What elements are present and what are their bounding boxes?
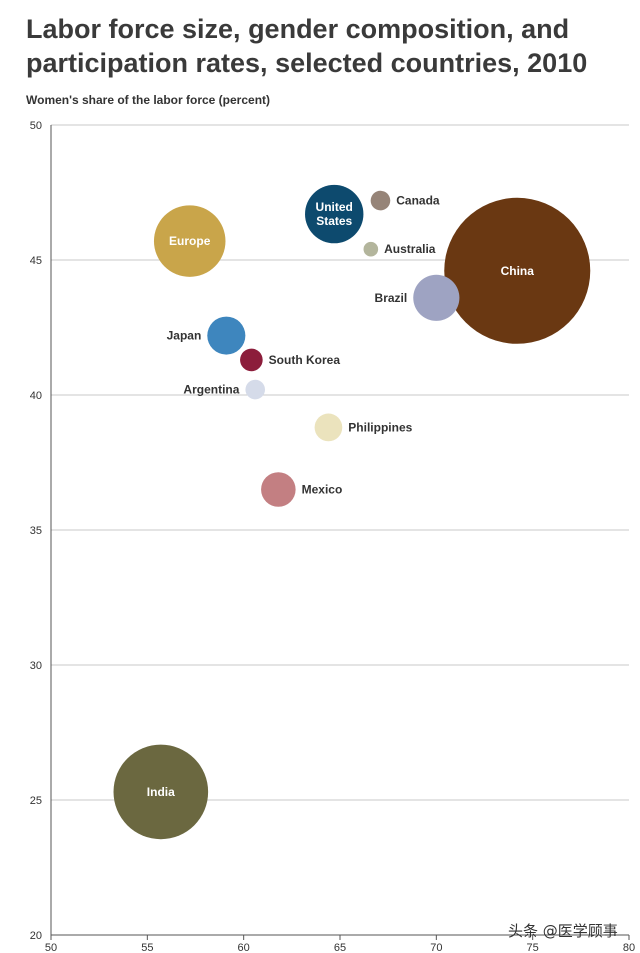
x-tick-label-80: 80 [623,942,635,953]
bubble-label-brazil: Brazil [375,291,408,305]
bubble-argentina [245,379,266,400]
y-tick-label-20: 20 [30,930,42,942]
bubble-mexico [261,472,296,507]
bubble-label-philippines: Philippines [348,420,412,434]
bubble-label-argentina: Argentina [183,383,239,397]
bubble-label-australia: Australia [384,242,436,256]
chart-title: Labor force size, gender composition, an… [26,14,588,78]
bubble-label-united-states: United States [316,200,353,228]
y-tick-label-30: 30 [30,660,42,672]
bubble-label-europe: Europe [169,234,211,248]
bubble-label-india: India [147,785,175,799]
x-tick-label-65: 65 [334,942,346,953]
x-tick-label-55: 55 [141,942,153,953]
x-tick-label-70: 70 [430,942,442,953]
bubble-australia [363,241,379,257]
bubble-japan [207,316,246,355]
y-tick-label-35: 35 [30,525,42,537]
bubble-label-canada: Canada [396,194,440,208]
bubble-label-japan: Japan [167,329,202,343]
bubble-label-south-korea: South Korea [269,353,341,367]
bubble-united-states [305,184,364,244]
bubble-south-korea [240,348,263,372]
bubble-label-mexico: Mexico [302,483,343,497]
bubble-europe [153,205,226,277]
bubble-india [113,744,209,840]
y-tick-label-50: 50 [30,120,42,132]
bubble-label-china: China [501,264,535,278]
bubble-canada [370,190,391,211]
x-tick-label-50: 50 [45,942,57,953]
bubble-china [444,197,591,344]
y-tick-label-45: 45 [30,255,42,267]
watermark-text: 头条 @医学顾事 [508,922,618,940]
y-tick-label-40: 40 [30,390,42,402]
x-tick-label-75: 75 [527,942,539,953]
x-tick-label-60: 60 [238,942,250,953]
y-axis-label: Women's share of the labor force (percen… [26,93,271,107]
bubble-philippines [314,413,343,442]
bubble-brazil [413,274,460,321]
y-tick-label-25: 25 [30,795,42,807]
